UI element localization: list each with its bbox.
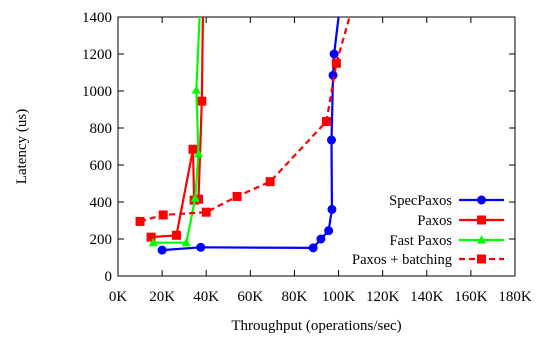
data-point	[316, 234, 326, 244]
data-point	[194, 194, 204, 204]
x-tick-label: 80K	[282, 289, 308, 305]
data-point	[181, 237, 191, 247]
legend-label: Fast Paxos	[390, 233, 453, 249]
series-0	[157, 17, 340, 255]
data-point	[324, 226, 334, 236]
plot-frame	[117, 16, 516, 277]
data-point	[158, 210, 168, 220]
data-point	[148, 237, 158, 247]
data-point	[191, 85, 201, 94]
data-point	[232, 191, 242, 201]
legend-swatch-marker	[477, 195, 486, 205]
legend-entry: Paxos + batching	[352, 252, 504, 268]
x-tick-label: 40K	[193, 289, 219, 305]
x-tick-label: 100K	[322, 289, 356, 305]
x-tick-label: 140K	[410, 289, 444, 305]
legend-label: Paxos + batching	[352, 252, 452, 268]
legend-label: SpecPaxos	[389, 193, 452, 209]
data-point	[190, 193, 200, 202]
data-point	[157, 245, 167, 255]
data-point	[194, 148, 204, 158]
y-tick-label: 800	[90, 121, 113, 137]
x-tick-label: 20K	[149, 289, 175, 305]
y-tick-label: 400	[90, 195, 113, 211]
data-point	[265, 177, 275, 187]
data-point	[327, 204, 337, 214]
data-point	[326, 135, 336, 145]
data-point	[135, 216, 145, 226]
data-point	[188, 144, 198, 154]
y-axis-label: Latency (us)	[14, 109, 30, 184]
series-3	[135, 17, 351, 226]
data-point	[321, 117, 331, 127]
data-point	[329, 49, 339, 59]
x-tick-label: 120K	[366, 289, 400, 305]
legend-swatch-marker	[477, 215, 486, 225]
legend-swatch-marker	[477, 254, 486, 264]
series-2	[148, 17, 204, 247]
series-line	[153, 17, 201, 244]
legend-entry: SpecPaxos	[389, 193, 504, 209]
data-point	[331, 58, 341, 68]
y-tick-label: 1000	[82, 84, 112, 100]
x-tick-label: 0K	[109, 289, 128, 305]
data-point	[197, 96, 207, 106]
data-point	[171, 230, 181, 240]
x-tick-label: 180K	[498, 289, 532, 305]
data-point	[201, 207, 211, 217]
data-point	[196, 242, 206, 252]
data-point	[146, 232, 156, 242]
x-tick-label: 60K	[237, 289, 263, 305]
y-tick-label: 200	[90, 232, 113, 248]
legend-label: Paxos	[417, 213, 452, 229]
axis-layer: 0K 20K 40K 60K 80K 100K 120K 140K 160K 180K 0 200 40…	[14, 10, 532, 334]
legend-entry: Fast Paxos	[390, 233, 504, 249]
x-tick-label: 160K	[454, 289, 488, 305]
data-point	[328, 70, 338, 80]
y-tick-label: 1400	[82, 10, 112, 26]
x-axis-label: Throughput (operations/sec)	[231, 318, 401, 334]
legend: SpecPaxos Paxos Fast Paxos Paxos + batching	[352, 193, 504, 268]
series-layer	[135, 17, 351, 255]
series-line	[139, 17, 351, 223]
legend-entry: Paxos	[417, 213, 504, 229]
legend-swatch-marker	[477, 235, 486, 244]
y-tick-label: 1200	[82, 47, 112, 63]
series-line	[162, 17, 340, 252]
y-tick-label: 0	[105, 269, 113, 285]
data-point	[308, 243, 318, 253]
y-tick-label: 600	[90, 158, 113, 174]
